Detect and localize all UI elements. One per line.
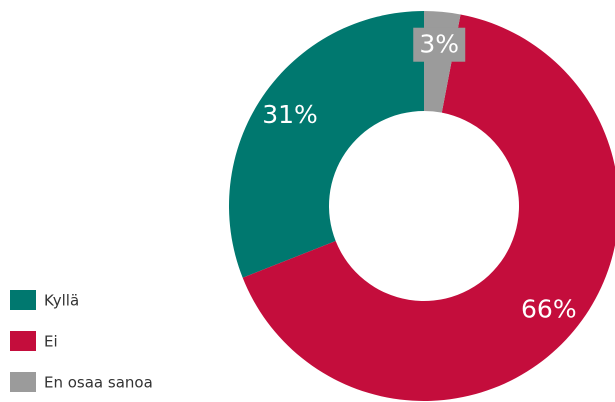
legend-label: Kyllä (44, 292, 79, 310)
donut-slice (242, 14, 615, 401)
value-label-bg (413, 27, 466, 62)
donut-slice (229, 11, 424, 278)
value-label: 66% (521, 294, 577, 323)
legend-swatch (10, 290, 36, 310)
legend-swatch (10, 331, 36, 351)
legend-label: Ei (44, 333, 58, 351)
value-label: 31% (262, 100, 318, 129)
legend-swatch (10, 372, 36, 392)
value-label: 3% (419, 30, 459, 59)
legend-label: En osaa sanoa (44, 374, 153, 392)
